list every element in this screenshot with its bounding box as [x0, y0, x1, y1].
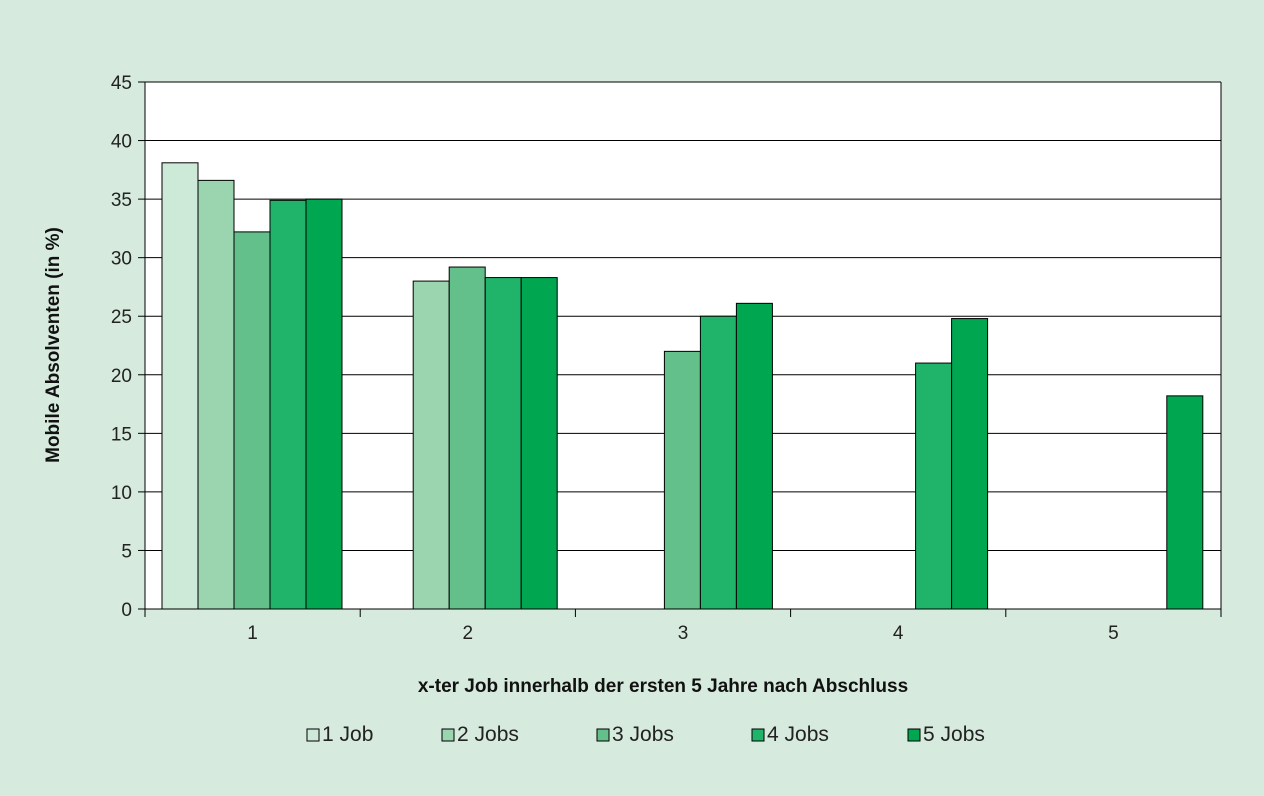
y-axis-title: Mobile Absolventen (in %): [43, 227, 64, 463]
y-tick-label: 10: [111, 483, 132, 504]
bar-1-job-cat-1: [161, 162, 199, 610]
legend-swatch: [306, 728, 320, 742]
legend: 1 Job 2 Jobs 3 Jobs 4 Jobs 5 Jobs: [306, 723, 985, 746]
x-tick-label: 1: [247, 623, 258, 644]
bar-5-jobs-cat-4: [951, 318, 989, 610]
bar-5-jobs-cat-1: [305, 198, 343, 610]
legend-swatch: [441, 728, 455, 742]
y-tick-label: 30: [111, 249, 132, 270]
bar-4-jobs-cat-2: [484, 277, 522, 610]
legend-swatch: [751, 728, 765, 742]
bar-5-jobs-cat-3: [735, 302, 773, 610]
legend-swatch: [596, 728, 610, 742]
x-tick-label: 2: [463, 623, 474, 644]
bar-4-jobs-cat-1: [269, 199, 307, 610]
bar-3-jobs-cat-1: [233, 231, 271, 610]
bar-4-jobs-cat-4: [915, 362, 953, 610]
bar-2-jobs-cat-1: [197, 179, 235, 610]
y-tick-label: 35: [111, 190, 132, 211]
x-tick-label: 3: [678, 623, 689, 644]
y-tick-label: 5: [121, 541, 132, 562]
bar-5-jobs-cat-5: [1166, 395, 1204, 610]
y-tick-label: 15: [111, 424, 132, 445]
bar-5-jobs-cat-2: [520, 277, 558, 610]
bar-4-jobs-cat-3: [699, 315, 737, 610]
legend-label: 3 Jobs: [612, 723, 674, 746]
legend-swatch: [907, 728, 921, 742]
legend-label: 4 Jobs: [767, 723, 829, 746]
y-tick-label: 40: [111, 132, 132, 153]
x-tick-label: 5: [1108, 623, 1119, 644]
bar-2-jobs-cat-2: [412, 280, 450, 610]
y-tick-label: 45: [111, 73, 132, 94]
y-tick-label: 25: [111, 307, 132, 328]
legend-label: 5 Jobs: [923, 723, 985, 746]
legend-label: 2 Jobs: [457, 723, 519, 746]
y-tick-label: 20: [111, 366, 132, 387]
x-tick-label: 4: [893, 623, 904, 644]
x-axis-title: x-ter Job innerhalb der ersten 5 Jahre n…: [418, 676, 908, 697]
y-tick-label: 0: [121, 600, 132, 621]
bar-3-jobs-cat-2: [448, 266, 486, 610]
legend-label: 1 Job: [322, 723, 373, 746]
bar-3-jobs-cat-3: [663, 350, 701, 610]
